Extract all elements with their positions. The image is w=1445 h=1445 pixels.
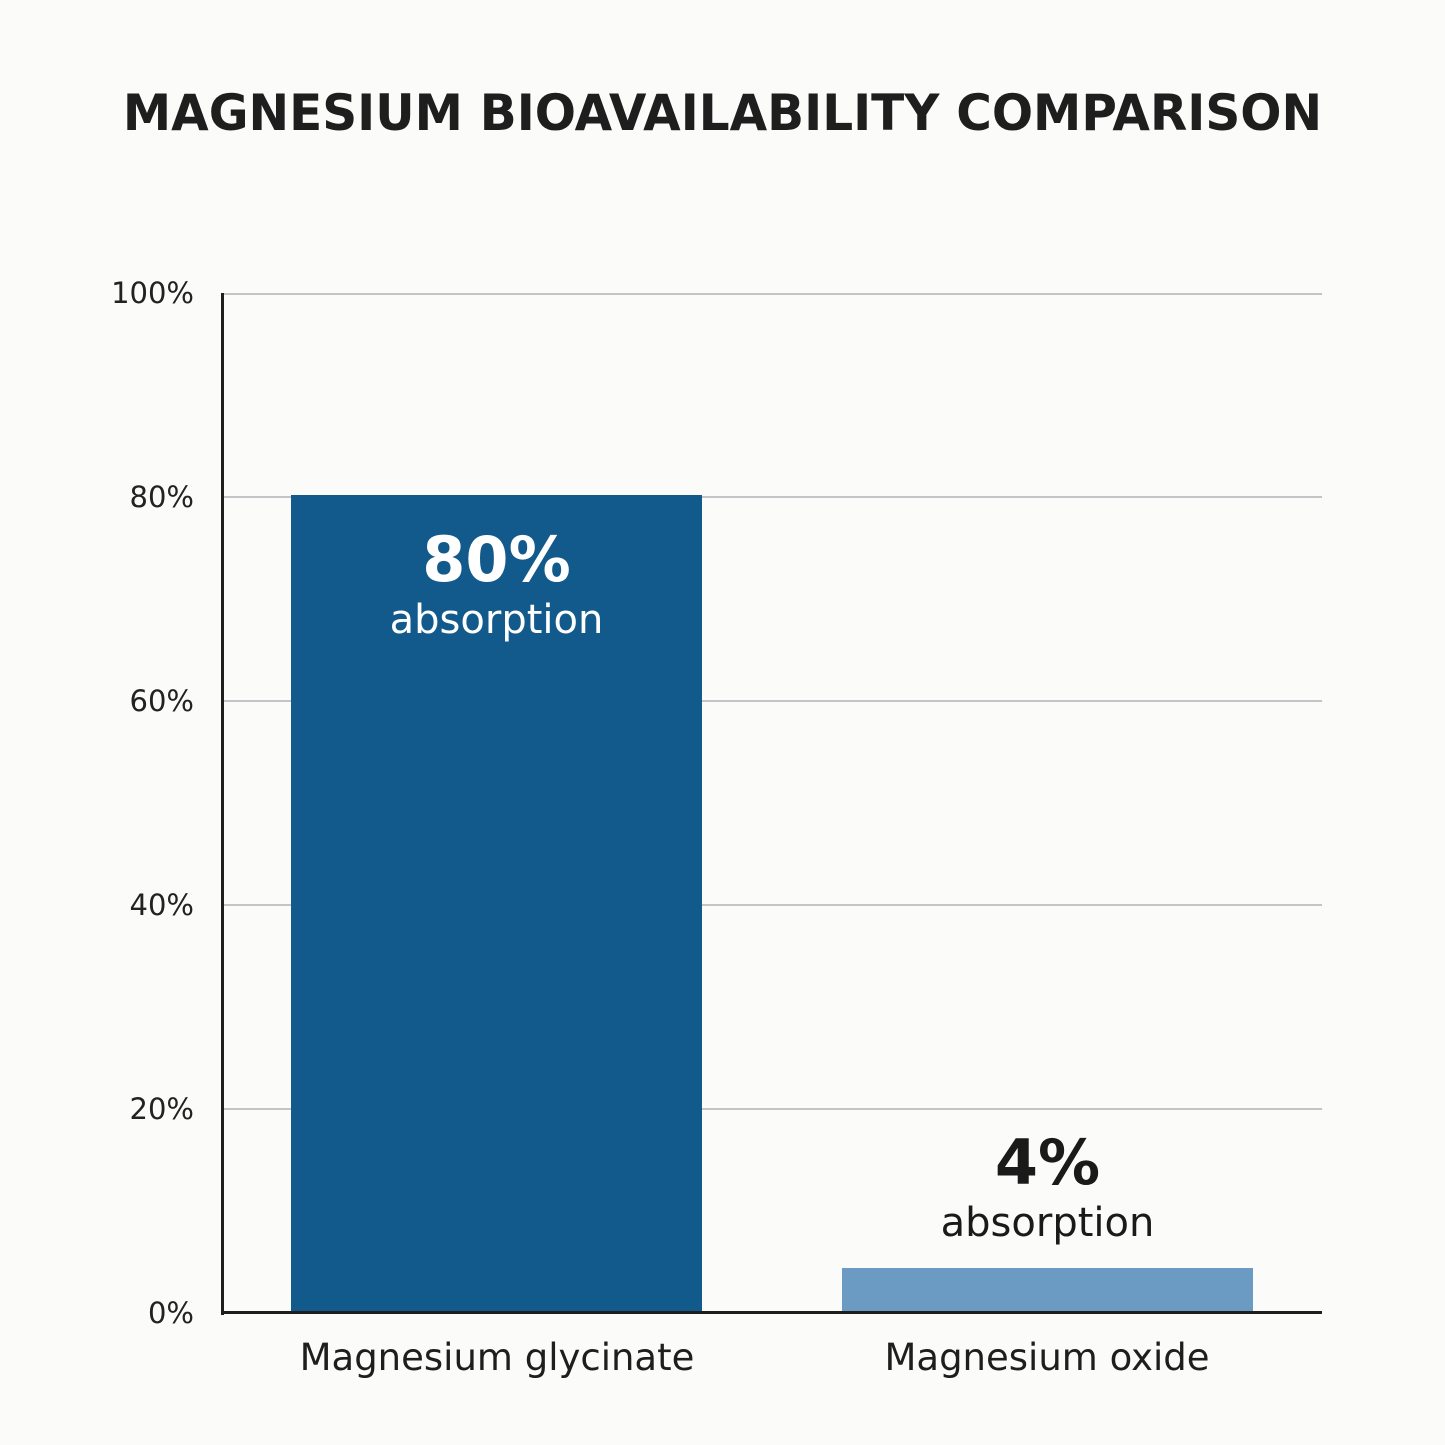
gridline-80 xyxy=(221,496,1322,498)
x-axis-line xyxy=(221,1311,1322,1314)
data-label-value: 80% xyxy=(422,523,571,596)
y-tick-80: 80% xyxy=(129,480,194,514)
y-tick-40: 40% xyxy=(129,888,194,922)
y-tick-20: 20% xyxy=(129,1092,194,1126)
y-tick-0: 0% xyxy=(147,1296,194,1330)
gridline-100 xyxy=(221,293,1322,295)
x-category-glycinate: Magnesium glycinate xyxy=(299,1336,695,1379)
y-tick-60: 60% xyxy=(129,684,194,718)
gridline-60 xyxy=(221,700,1322,702)
gridline-20 xyxy=(221,1108,1322,1110)
x-category-oxide: Magnesium oxide xyxy=(884,1336,1210,1379)
bar-magnesium-oxide xyxy=(842,1268,1253,1311)
chart-title: MAGNESIUM BIOAVAILABILITY COMPARISON xyxy=(122,84,1323,142)
data-label-subtext: absorption xyxy=(389,597,604,643)
bar-magnesium-glycinate xyxy=(291,495,702,1311)
plot-area: 80% absorption 4% absorption xyxy=(221,293,1322,1315)
data-label-value: 4% xyxy=(994,1126,1101,1199)
data-label-glycinate: 80% absorption xyxy=(291,525,702,645)
y-axis-line xyxy=(221,293,224,1315)
y-tick-100: 100% xyxy=(111,276,194,310)
data-label-oxide: 4% absorption xyxy=(842,1128,1253,1248)
data-label-subtext: absorption xyxy=(940,1200,1155,1246)
gridline-40 xyxy=(221,904,1322,906)
